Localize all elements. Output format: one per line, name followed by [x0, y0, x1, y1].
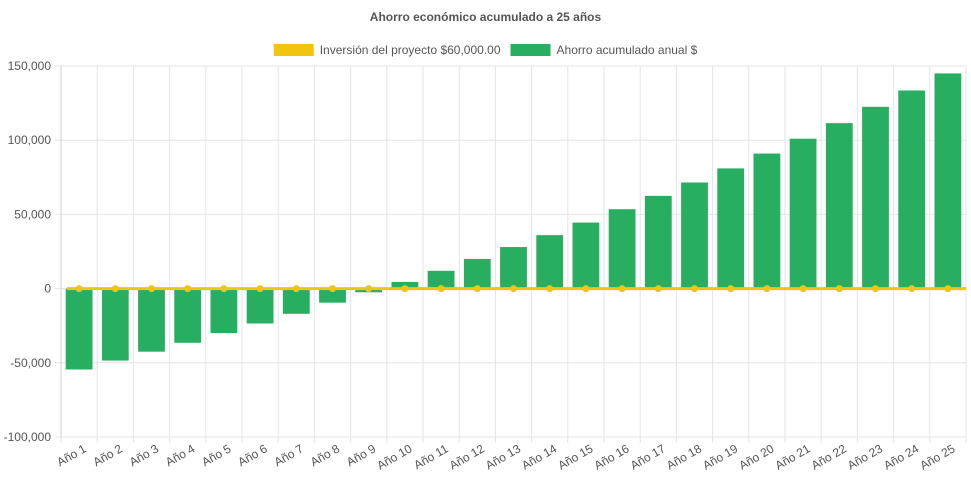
bar [934, 73, 962, 289]
x-tick-label: Año 6 [235, 441, 269, 469]
x-tick-label: Año 12 [447, 441, 487, 472]
line-point [329, 285, 336, 293]
line-point [944, 285, 952, 293]
x-tick-label: Año 23 [845, 441, 885, 472]
x-tick-label: Año 21 [773, 441, 813, 472]
line-point [401, 285, 409, 293]
bar [246, 288, 274, 324]
bar [174, 288, 202, 343]
line-point [799, 285, 807, 293]
y-tick-label: 150,000 [8, 59, 52, 73]
line-point [292, 285, 300, 293]
bar [681, 182, 708, 289]
line-point [654, 285, 662, 293]
legend-swatch[interactable] [273, 44, 314, 56]
y-tick-label: 50,000 [14, 207, 51, 221]
x-tick-label: Año 5 [199, 441, 233, 469]
x-tick-label: Año 16 [592, 441, 632, 472]
legend: Inversión del proyecto $60,000.00 Ahorro … [273, 43, 698, 57]
x-tick-label: Año 17 [628, 441, 668, 472]
line-point [256, 285, 264, 293]
x-tick-label: Año 9 [344, 441, 378, 469]
bar [463, 258, 491, 289]
line-point [148, 285, 155, 293]
bar [427, 270, 455, 289]
x-tick-label: Año 11 [411, 441, 450, 472]
x-tick-label: Año 1 [54, 441, 88, 469]
line-point [111, 285, 119, 293]
line-point [582, 285, 590, 293]
x-tick-label: Año 24 [881, 441, 921, 472]
line-point [763, 285, 771, 293]
x-tick-label: Año 13 [483, 441, 523, 472]
bar [862, 106, 889, 289]
y-tick-label: -100,000 [4, 430, 52, 444]
bar [282, 288, 310, 314]
bar [789, 138, 817, 289]
line-point [618, 285, 626, 293]
x-tick-label: Año 2 [91, 441, 125, 469]
line-point [184, 285, 192, 293]
x-tick-label: Año 15 [555, 441, 595, 472]
x-axis: Año 1 Año 2 Año 3 Año 4 Año 5 Año 6 Año 7 Año 8… [54, 441, 957, 472]
x-tick-label: Año 25 [917, 441, 957, 472]
line-point [365, 285, 373, 293]
legend-swatch[interactable] [510, 44, 551, 56]
x-tick-label: Año 3 [127, 441, 161, 469]
line-point [75, 285, 83, 293]
legend-label[interactable]: Ahorro acumulado anual $ [557, 43, 698, 57]
bar [572, 222, 600, 289]
bar [825, 123, 853, 289]
bar [319, 288, 346, 303]
line-point [473, 285, 481, 293]
bar [101, 288, 129, 361]
x-tick-label: Año 7 [272, 441, 306, 469]
chart-title: Ahorro económico acumulado a 25 años [370, 10, 602, 24]
x-tick-label: Año 18 [664, 441, 704, 472]
bar [898, 90, 926, 289]
x-tick-label: Año 4 [163, 441, 197, 469]
y-tick-label: 100,000 [8, 133, 52, 147]
line-point [510, 285, 517, 293]
bar [500, 247, 527, 289]
x-tick-label: Año 20 [736, 441, 776, 472]
x-tick-label: Año 10 [374, 441, 414, 472]
line-point [872, 285, 879, 293]
y-axis: -100,000 -50,000 0 50,000 100,000 150,000 [4, 59, 62, 444]
grid [55, 65, 967, 443]
line-point [727, 285, 735, 293]
line-point [546, 285, 554, 293]
line-point [220, 285, 228, 293]
bar [717, 168, 745, 289]
x-tick-label: Año 14 [519, 441, 559, 472]
line-series [67, 285, 966, 293]
line-point [691, 285, 698, 293]
bar [65, 288, 93, 370]
bar [210, 288, 238, 334]
x-tick-label: Año 22 [809, 441, 849, 472]
bar [644, 195, 672, 289]
y-tick-label: 0 [44, 282, 51, 296]
x-tick-label: Año 8 [308, 441, 342, 469]
bar-series [65, 73, 962, 370]
y-tick-label: -50,000 [10, 356, 51, 370]
line-point [835, 285, 843, 293]
bar [753, 153, 781, 289]
x-tick-label: Año 19 [700, 441, 740, 472]
bar [608, 209, 636, 289]
legend-label[interactable]: Inversión del proyecto $60,000.00 [320, 43, 501, 57]
bar [138, 288, 165, 352]
line-point [437, 285, 445, 293]
line-point [908, 285, 916, 293]
bar [536, 235, 564, 289]
